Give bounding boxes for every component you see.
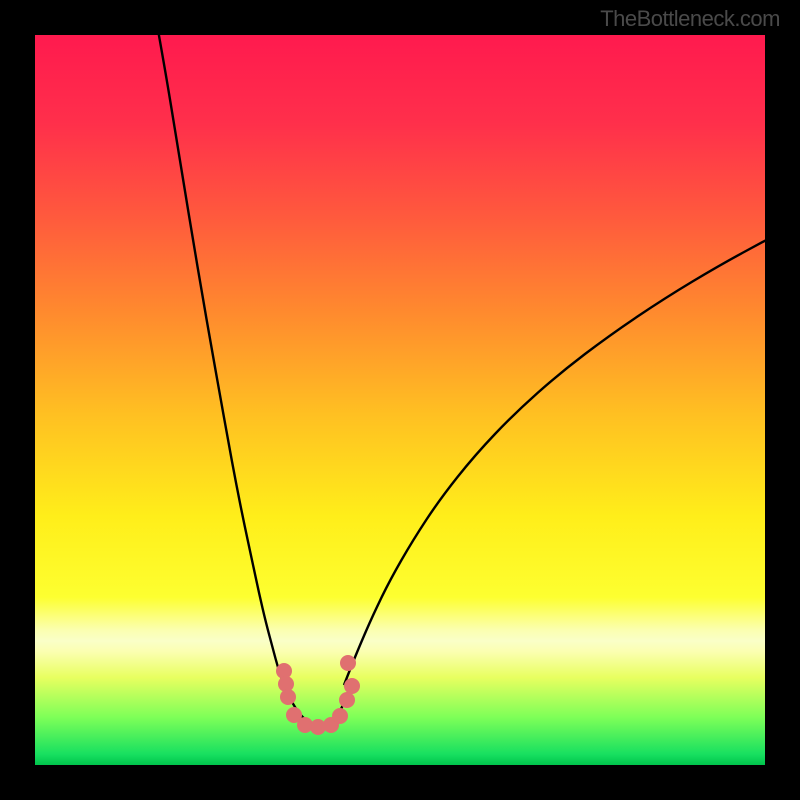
watermark-text: TheBottleneck.com [600, 6, 780, 32]
marker-point [344, 678, 360, 694]
marker-point [340, 655, 356, 671]
marker-point [339, 692, 355, 708]
gradient-background [35, 35, 765, 765]
marker-point [332, 708, 348, 724]
chart-svg [35, 35, 765, 765]
plot-area [35, 35, 765, 765]
marker-point [280, 689, 296, 705]
